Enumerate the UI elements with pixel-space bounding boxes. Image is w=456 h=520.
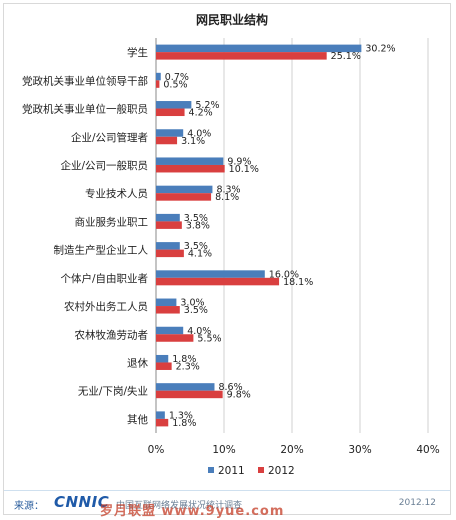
bar-2011	[156, 383, 215, 391]
bar-2011	[156, 213, 180, 222]
bar-2012	[156, 136, 178, 145]
category-label: 农林牧渔劳动者	[75, 328, 149, 341]
data-label-2012: 4.1%	[188, 249, 212, 260]
chart: 网民职业结构 0% 10% 20% 30% 40% 学生 30.2% 25.1% 党政机关事业单…	[22, 12, 440, 477]
bar-2012	[156, 334, 194, 342]
bar-2012	[156, 108, 185, 117]
bar-2012	[156, 306, 180, 314]
watermark: 罗月联盟 www.9yue.com	[100, 504, 285, 519]
chart-title: 网民职业结构	[196, 12, 268, 27]
data-label-2011: 5.2%	[195, 100, 219, 111]
data-label-2012: 3.8%	[186, 220, 210, 231]
footer-date: 2012.12	[398, 498, 436, 508]
bar-2012	[156, 52, 327, 60]
data-label-2011: 3.5%	[184, 241, 208, 252]
data-label-2011: 3.5%	[184, 213, 208, 224]
category-label: 党政机关事业单位一般职员	[22, 103, 148, 116]
data-label-2011: 4.0%	[187, 326, 211, 337]
category-label: 退休	[127, 357, 148, 369]
category-label: 专业技术人员	[85, 187, 148, 200]
x-tick-label: 20%	[280, 444, 303, 456]
data-label-2012: 0.5%	[163, 79, 187, 90]
data-label-2011: 3.0%	[180, 298, 204, 309]
data-label-2012: 3.1%	[181, 136, 205, 147]
category-label: 无业/下岗/失业	[78, 385, 148, 398]
bar-2012	[156, 249, 184, 258]
data-label-2011: 0.7%	[165, 72, 189, 83]
bar-2011	[156, 298, 177, 307]
data-label-2012: 4.2%	[189, 108, 213, 119]
bar-2011	[156, 354, 169, 363]
data-label-2011: 1.8%	[172, 354, 196, 365]
data-label-2012: 25.1%	[331, 51, 361, 62]
category-label: 党政机关事业单位领导干部	[22, 74, 148, 87]
data-label-2011: 1.3%	[169, 410, 193, 421]
x-tick-label: 40%	[416, 444, 439, 456]
data-label-2012: 10.1%	[229, 164, 259, 175]
data-label-2012: 18.1%	[283, 277, 313, 288]
legend-label-2012: 2012	[268, 465, 295, 477]
x-tick-label: 30%	[348, 444, 371, 456]
legend-swatch-2011	[208, 467, 214, 473]
category-label: 其他	[127, 413, 148, 426]
bar-2012	[156, 80, 160, 88]
category-label: 农村外出务工人员	[64, 300, 148, 313]
category-label: 商业服务业职工	[75, 215, 149, 228]
data-label-2012: 9.8%	[227, 390, 251, 401]
data-label-2012: 3.5%	[184, 305, 208, 316]
data-label-2011: 8.6%	[218, 382, 242, 393]
data-label-2012: 5.5%	[197, 333, 221, 344]
data-label-2012: 2.3%	[176, 361, 200, 372]
data-label-2012: 8.1%	[215, 192, 239, 203]
data-label-2012: 1.8%	[172, 418, 196, 429]
data-label-2011: 8.3%	[216, 185, 240, 196]
legend-swatch-2012	[258, 467, 264, 473]
bar-2011	[156, 129, 184, 137]
bar-2011	[156, 242, 180, 250]
bar-2012	[156, 277, 280, 286]
category-label: 个体户/自由职业者	[60, 272, 148, 285]
data-label-2011: 30.2%	[365, 44, 395, 55]
bar-2011	[156, 270, 265, 278]
bar-2012	[156, 193, 212, 201]
bar-2011	[156, 101, 192, 109]
source-footer: 来源： CNNIC 中国互联网络发展状况统计调查 罗月联盟 www.9yue.c…	[4, 490, 450, 519]
data-label-2011: 4.0%	[187, 128, 211, 139]
bar-2012	[156, 362, 172, 370]
bar-2011	[156, 411, 165, 419]
bar-2011	[156, 185, 213, 194]
category-label: 制造生产型企业工人	[54, 244, 149, 257]
bar-2011	[156, 157, 224, 165]
category-label: 企业/公司管理者	[71, 131, 148, 144]
bar-2011	[156, 72, 161, 81]
bar-2011	[156, 326, 184, 335]
bar-2011	[156, 44, 362, 53]
bar-2012	[156, 164, 225, 173]
x-tick-label: 10%	[212, 444, 235, 456]
data-label-2011: 16.0%	[269, 269, 299, 280]
survey-name: 中国互联网络发展状况统计调查	[116, 501, 243, 511]
chart-frame	[3, 3, 451, 515]
data-label-2011: 9.9%	[227, 156, 251, 167]
source-label: 来源：	[14, 501, 44, 512]
bar-2012	[156, 418, 169, 427]
category-label: 企业/公司一般职员	[60, 159, 148, 172]
x-tick-label: 0%	[148, 444, 165, 456]
bar-2012	[156, 221, 182, 229]
legend-label-2011: 2011	[218, 465, 245, 477]
bar-2012	[156, 390, 223, 399]
category-label: 学生	[127, 46, 148, 59]
cnnic-logo: CNNIC	[54, 493, 110, 511]
